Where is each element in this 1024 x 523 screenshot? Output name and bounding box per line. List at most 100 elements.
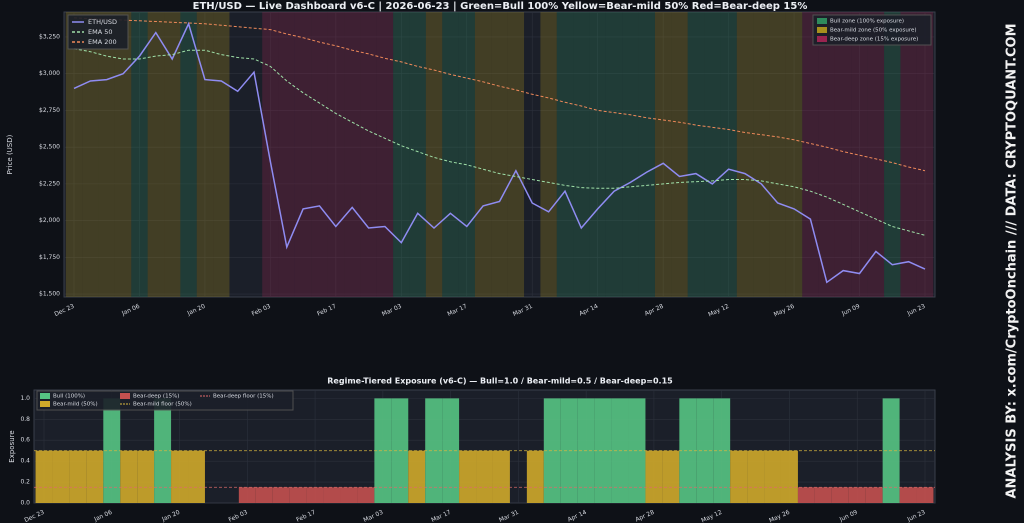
legend-label: Bear-mild floor (50%) [133,402,192,408]
exposure-bar [289,487,307,503]
exposure-bar [188,450,205,503]
exposure-bar [459,450,477,503]
y-tick-label: $3,000 [39,70,60,77]
exposure-bar [730,450,748,503]
regime-zone [884,12,901,297]
exposure-bar [492,450,510,503]
legend-label: Bear-mild (50%) [53,402,98,408]
regime-zone [164,12,181,297]
regime-zone [556,12,574,297]
exposure-bar [747,450,765,503]
exposure-bar [899,487,917,503]
y-tick-label: $3,250 [39,33,60,40]
legend-box [36,390,294,411]
y-tick-label: 0.8 [20,416,30,423]
regime-zone [540,12,557,297]
regime-zone [900,12,917,297]
exposure-bar [69,450,87,503]
regime-zone [753,12,770,297]
exposure-bar [831,487,849,503]
regime-zone [720,12,737,297]
exposure-bar [814,487,832,503]
regime-zone [474,12,492,297]
y-axis-label: Price (USD) [6,134,14,174]
regime-zone [196,12,214,297]
regime-zone [213,12,230,297]
y-tick-label: $2,500 [39,144,60,151]
exposure-bar [306,487,324,503]
exposure-bar [374,398,392,503]
legend-label: EMA 50 [88,28,113,36]
price-line [73,48,926,236]
regime-zone [262,12,279,297]
regime-zone [605,12,623,297]
y-tick-label: $1,500 [39,291,60,298]
legend-swatch [817,18,827,24]
regime-zone [834,12,852,297]
legend-label: ETH/USD [88,18,117,26]
exposure-bar [594,398,612,503]
regime-zone [98,12,115,297]
regime-zone [638,12,655,297]
regime-zone [671,12,688,297]
exposure-bar [52,450,70,503]
regime-zone [507,12,525,297]
exposure-bar [120,450,138,503]
exposure-bar [323,487,341,503]
exposure-bar [35,450,53,503]
legend-label: Bear-deep (15%) [133,394,179,400]
legend-label: Bear-deep floor (15%) [213,394,274,400]
legend-swatch [40,401,50,407]
chart-title: ETH/USD — Live Dashboard v6-C | 2026-06-… [193,1,808,12]
y-tick-label: 0.0 [20,500,30,507]
regime-zone [867,12,885,297]
exposure-bar [848,487,866,503]
regime-zone [311,12,328,297]
legend-swatch [120,393,130,399]
chart-title: Regime-Tiered Exposure (v6-C) — Bull=1.0… [327,377,673,386]
regime-zone [704,12,721,297]
regime-zone [573,12,590,297]
exposure-bar [797,487,815,503]
y-tick-label: 0.2 [20,479,30,486]
plot-area [63,11,936,298]
regime-zone [344,12,361,297]
y-tick-label: 0.6 [20,437,30,444]
regime-zone [393,12,410,297]
legend-swatch [40,393,50,399]
legend-label: Bull (100%) [53,394,85,400]
regime-zone [736,12,754,297]
exposure-bar [357,487,375,503]
regime-zone [654,12,672,297]
regime-zone [278,12,295,297]
y-tick-label: 1.0 [20,395,30,402]
regime-zone [147,12,165,297]
exposure-bar [408,450,426,503]
legend-label: Bear-mild zone (50% exposure) [830,28,916,34]
exposure-bar [86,450,104,503]
exposure-bar [340,487,358,503]
exposure-bar [171,450,189,503]
price-line [73,17,926,172]
regime-zone [180,12,197,297]
exposure-bar [645,450,663,503]
exposure-bar [662,450,680,503]
regime-zone [916,12,934,297]
legend-label: Bear-deep zone (15% exposure) [830,37,918,43]
exposure-bar [476,450,493,503]
exposure-bar [526,450,544,503]
exposure-bar [916,487,934,503]
exposure-bar [780,450,798,503]
exposure-bar [543,398,561,503]
regime-zone [687,12,705,297]
y-tick-label: $1,750 [39,254,60,261]
regime-zone [294,12,312,297]
regime-zone [409,12,426,297]
regime-zone [589,12,606,297]
regime-zone [327,12,345,297]
regime-zone [425,12,443,297]
regime-zone [458,12,475,297]
price-line [73,21,926,284]
exposure-bar [679,398,697,503]
